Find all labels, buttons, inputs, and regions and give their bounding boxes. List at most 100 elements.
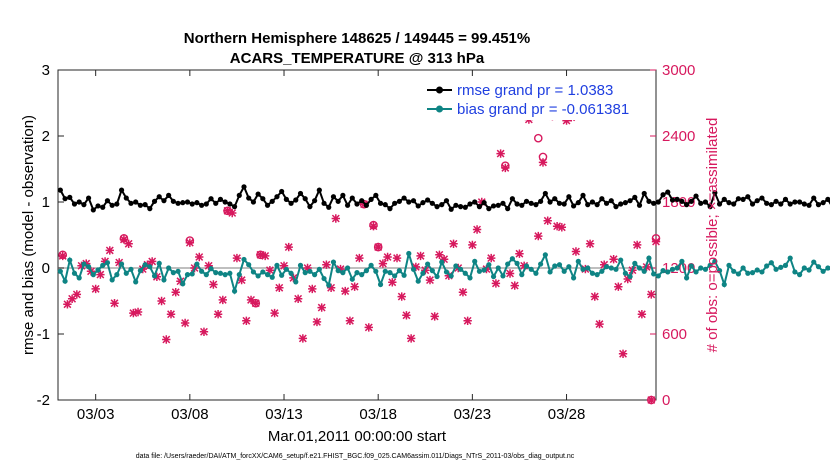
bias-point [415, 278, 421, 284]
rmse-point [368, 196, 374, 202]
chart-title-line1: Northern Hemisphere 148625 / 149445 = 99… [184, 30, 530, 47]
rmse-point [608, 198, 614, 204]
rmse-point [674, 196, 680, 202]
rmse-point [439, 202, 445, 208]
bias-point [194, 261, 200, 267]
rmse-point [735, 196, 742, 202]
rmse-point [632, 194, 638, 200]
bias-point [95, 267, 101, 273]
obs-assimilated-marker [397, 292, 406, 301]
rmse-point [698, 200, 704, 206]
rmse-point [359, 198, 365, 204]
rmse-point [81, 202, 87, 208]
rmse-point [184, 199, 191, 205]
rmse-point [622, 200, 628, 206]
rmse-point [396, 198, 402, 204]
rmse-point [71, 201, 78, 207]
rmse-point [373, 192, 379, 198]
obs-assimilated-marker [378, 259, 388, 268]
obs-assimilated-marker [237, 275, 246, 285]
bias-point [707, 262, 713, 268]
obs-assimilated-marker [110, 299, 119, 308]
rmse-point [547, 199, 553, 205]
rmse-point [213, 200, 219, 206]
bias-point [820, 268, 826, 274]
bias-point [825, 265, 830, 271]
obs-assimilated-marker [185, 238, 195, 247]
obs-assimilated-marker [72, 290, 82, 299]
obs-assimilated-marker [355, 253, 364, 263]
bias-point [561, 268, 567, 274]
bias-point [811, 259, 817, 265]
obs-assimilated-marker [213, 310, 223, 319]
obs-assimilated-marker [157, 296, 166, 306]
obs-assimilated-marker [96, 270, 105, 279]
rmse-point [142, 202, 148, 208]
rmse-point [147, 206, 153, 212]
rmse-point [274, 194, 280, 200]
rmse-point [203, 201, 209, 207]
plot-area [57, 69, 657, 401]
bias-point [57, 268, 63, 274]
rmse-point [594, 202, 600, 208]
bias-point [175, 268, 181, 274]
bias-point [797, 272, 803, 278]
bias-point [274, 262, 280, 268]
bias-point [114, 272, 120, 278]
obs-assimilated-marker [614, 282, 623, 291]
bias-point [693, 269, 699, 275]
obs-assimilated-marker [590, 292, 599, 301]
y-tick-label-right: 3000 [662, 62, 695, 79]
bias-point [344, 265, 351, 271]
rmse-point [118, 187, 125, 193]
bias-point [523, 263, 530, 269]
rmse-point [787, 201, 793, 207]
rmse-point [67, 194, 73, 200]
obs-assimilated-marker [293, 294, 303, 303]
obs-assimilated-marker [458, 288, 468, 297]
rmse-point [293, 197, 299, 203]
rmse-point [679, 198, 685, 204]
bias-point [782, 262, 789, 268]
rmse-point [231, 204, 238, 210]
bias-point [227, 270, 233, 276]
bias-point [137, 268, 144, 274]
bias-point [392, 273, 398, 279]
obs-assimilated-marker [77, 261, 86, 270]
rmse-point [86, 195, 92, 201]
bias-point [330, 259, 337, 265]
obs-assimilated-marker [637, 310, 647, 319]
obs-assimilated-marker [204, 261, 213, 270]
rmse-point [279, 188, 285, 195]
x-tick-label: 03/23 [454, 406, 492, 423]
rmse-point [443, 198, 450, 204]
bias-point [457, 266, 464, 272]
bias-point [476, 268, 483, 274]
obs-assimilated-marker [623, 274, 632, 284]
rmse-point [481, 200, 487, 206]
bias-point [509, 256, 515, 262]
rmse-point [773, 198, 779, 204]
bias-point [100, 262, 106, 268]
bias-point [472, 258, 478, 264]
rmse-point [533, 202, 539, 208]
bias-point [613, 266, 619, 272]
bias-point [76, 275, 82, 281]
bias-point [608, 265, 614, 271]
bias-point [349, 276, 355, 282]
rmse-point [250, 199, 257, 205]
bias-point [514, 260, 520, 266]
rmse-point [740, 196, 746, 202]
obs-assimilated-marker [100, 257, 110, 266]
bias-point [231, 288, 238, 294]
bias-point [815, 264, 822, 270]
bias-point [410, 266, 417, 272]
bias-point [735, 271, 742, 277]
bias-point [702, 266, 709, 272]
obs-assimilated-marker [256, 250, 265, 259]
bias-point [123, 270, 129, 276]
rmse-point [208, 196, 214, 202]
rmse-point [363, 202, 370, 208]
bias-point [203, 272, 209, 278]
rmse-point [260, 196, 266, 202]
